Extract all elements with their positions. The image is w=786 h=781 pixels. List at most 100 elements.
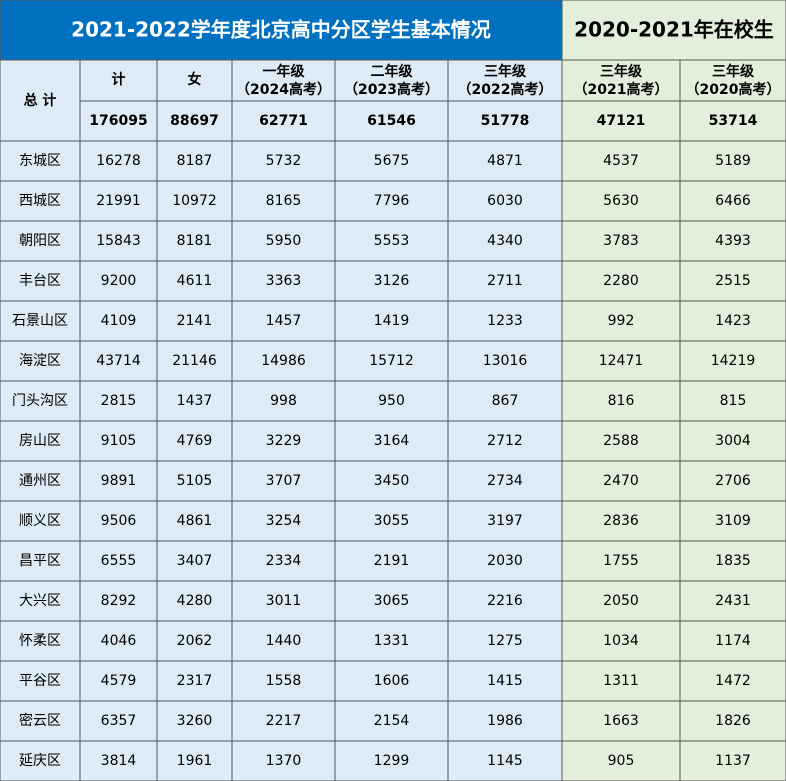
cell: 1606 xyxy=(374,673,410,689)
cell: 2711 xyxy=(487,273,523,289)
cell: 4340 xyxy=(487,233,523,249)
cell: 3197 xyxy=(487,513,523,529)
cell: 950 xyxy=(378,393,405,409)
cell: 816 xyxy=(608,393,635,409)
cell: 992 xyxy=(608,313,635,329)
cell: 6357 xyxy=(101,713,137,729)
cell: 14219 xyxy=(711,353,756,369)
row-label: 房山区 xyxy=(19,433,61,449)
cell: 2470 xyxy=(603,473,639,489)
cell: 16278 xyxy=(96,153,141,169)
cell: 5189 xyxy=(715,153,751,169)
cell: 2515 xyxy=(715,273,751,289)
cell: 8181 xyxy=(177,233,213,249)
column-header: 一年级 xyxy=(263,63,306,80)
title-bg xyxy=(0,0,562,60)
cell: 5553 xyxy=(374,233,410,249)
row-label: 门头沟区 xyxy=(12,393,68,409)
total-cell: 53714 xyxy=(709,113,758,129)
cell: 1457 xyxy=(266,313,302,329)
cell: 2030 xyxy=(487,553,523,569)
cell: 1826 xyxy=(715,713,751,729)
cell: 6555 xyxy=(101,553,137,569)
cell: 3783 xyxy=(603,233,639,249)
cell: 3126 xyxy=(374,273,410,289)
column-header: 女 xyxy=(188,71,202,88)
cell: 3450 xyxy=(374,473,410,489)
cell: 3254 xyxy=(266,513,302,529)
cell: 5630 xyxy=(603,193,639,209)
total-cell: 88697 xyxy=(170,113,219,129)
cell: 6030 xyxy=(487,193,523,209)
cell: 1437 xyxy=(177,393,213,409)
cell: 21146 xyxy=(172,353,217,369)
cell: 9891 xyxy=(101,473,137,489)
cell: 3407 xyxy=(177,553,213,569)
cell: 8165 xyxy=(266,193,302,209)
cell: 3814 xyxy=(101,753,137,769)
cell: 2191 xyxy=(374,553,410,569)
cell: 905 xyxy=(608,753,635,769)
cell: 2062 xyxy=(177,633,213,649)
total-cell: 61546 xyxy=(367,113,416,129)
cell: 1663 xyxy=(603,713,639,729)
cell: 4393 xyxy=(715,233,751,249)
cell: 6466 xyxy=(715,193,751,209)
cell: 2216 xyxy=(487,593,523,609)
cell: 1440 xyxy=(266,633,302,649)
cell: 3260 xyxy=(177,713,213,729)
title: 2020-2021年在校生 xyxy=(574,18,774,42)
cell: 1961 xyxy=(177,753,213,769)
cell: 1331 xyxy=(374,633,410,649)
cell: 1137 xyxy=(715,753,751,769)
cell: 10972 xyxy=(172,193,217,209)
cell: 3109 xyxy=(715,513,751,529)
total-label: 总 计 xyxy=(24,92,57,109)
cell: 43714 xyxy=(96,353,141,369)
title-bg xyxy=(562,0,786,60)
cell: 4579 xyxy=(101,673,137,689)
cell: 1145 xyxy=(487,753,523,769)
cell: 4046 xyxy=(101,633,137,649)
cell: 2334 xyxy=(266,553,302,569)
cell: 7796 xyxy=(374,193,410,209)
cell: 2712 xyxy=(487,433,523,449)
cell: 3011 xyxy=(266,593,302,609)
row-label: 西城区 xyxy=(19,193,61,209)
cell: 1415 xyxy=(487,673,523,689)
cell: 5732 xyxy=(266,153,302,169)
row-label: 丰台区 xyxy=(19,273,61,289)
row-label: 延庆区 xyxy=(19,753,61,769)
cell: 2154 xyxy=(374,713,410,729)
cell: 13016 xyxy=(483,353,528,369)
cell: 9105 xyxy=(101,433,137,449)
cell: 21991 xyxy=(96,193,141,209)
cell: 1423 xyxy=(715,313,751,329)
cell: 4769 xyxy=(177,433,213,449)
column-header: （2022高考） xyxy=(458,81,553,98)
column-header: 三年级 xyxy=(600,63,643,80)
cell: 1275 xyxy=(487,633,523,649)
cell: 3065 xyxy=(374,593,410,609)
cell: 3229 xyxy=(266,433,302,449)
cell: 1835 xyxy=(715,553,751,569)
row-label: 通州区 xyxy=(19,473,61,489)
cell: 2706 xyxy=(715,473,751,489)
cell: 3363 xyxy=(266,273,302,289)
cell: 4280 xyxy=(177,593,213,609)
row-label: 东城区 xyxy=(19,153,61,169)
cell: 2836 xyxy=(603,513,639,529)
row-label: 石景山区 xyxy=(12,313,68,329)
cell: 15843 xyxy=(96,233,141,249)
cell: 2217 xyxy=(266,713,302,729)
cell: 815 xyxy=(720,393,747,409)
cell: 1472 xyxy=(715,673,751,689)
row-label: 朝阳区 xyxy=(19,233,61,249)
cell: 2815 xyxy=(101,393,137,409)
cell: 1370 xyxy=(266,753,302,769)
cell: 1311 xyxy=(603,673,639,689)
cell: 9200 xyxy=(101,273,137,289)
total-cell: 51778 xyxy=(481,113,530,129)
cell: 1034 xyxy=(603,633,639,649)
